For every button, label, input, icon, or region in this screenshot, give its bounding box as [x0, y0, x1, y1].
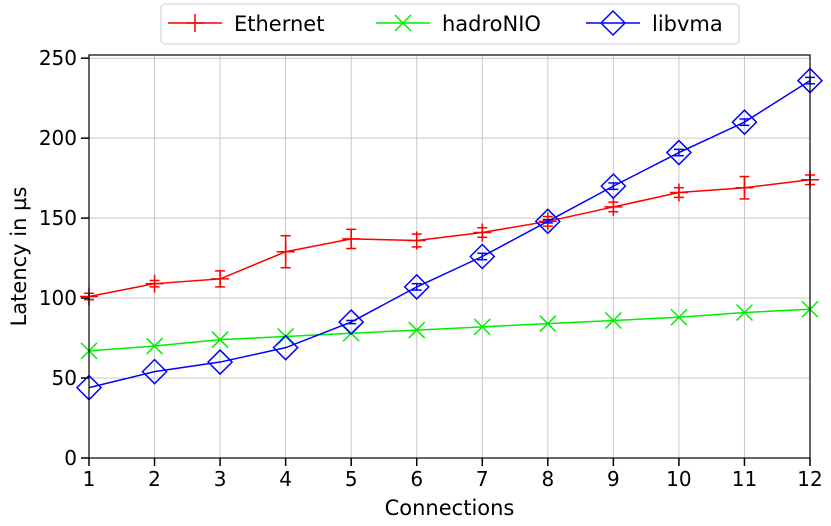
data-point — [735, 303, 753, 322]
series-layer — [75, 67, 824, 401]
legend-marker — [394, 14, 412, 32]
legend-label: hadroNIO — [442, 12, 541, 36]
data-point — [146, 337, 164, 355]
error-bar — [477, 252, 488, 261]
error-bar — [346, 319, 357, 325]
legend-entry-Ethernet: Ethernet — [168, 12, 324, 36]
data-point — [145, 274, 164, 293]
data-point — [469, 243, 496, 270]
legend-frame — [160, 3, 740, 45]
data-point — [407, 231, 426, 250]
y-axis-label: Latency in µs — [7, 187, 31, 327]
data-point — [604, 311, 622, 329]
x-tick-label: 5 — [345, 467, 358, 491]
data-point — [731, 109, 758, 136]
x-axis-label: Connections — [385, 496, 515, 520]
data-point — [600, 173, 627, 200]
series-hadroNIO — [80, 300, 819, 360]
legend-marker — [599, 9, 627, 37]
x-tick-label: 11 — [732, 467, 757, 491]
series-line-hadroNIO — [88, 308, 811, 352]
y-tick-label: 150 — [39, 206, 77, 230]
legend-label: Ethernet — [234, 12, 324, 36]
y-tick-label: 50 — [52, 366, 77, 390]
error-bar — [542, 218, 553, 224]
y-tick-label: 200 — [39, 126, 77, 150]
legend-entry-hadroNIO: hadroNIO — [376, 12, 541, 36]
error-bar — [411, 282, 422, 291]
legend: Ethernet hadroNIO libvma — [160, 3, 740, 45]
series-libvma — [75, 67, 824, 401]
data-point — [276, 242, 295, 261]
y-tick-label: 250 — [39, 46, 77, 70]
x-tick-label: 7 — [476, 467, 489, 491]
data-point — [408, 321, 426, 339]
x-tick-label: 3 — [214, 467, 227, 491]
data-point — [670, 308, 688, 326]
legend-marker — [186, 14, 204, 32]
data-point — [207, 348, 234, 376]
x-tick-label: 12 — [797, 467, 822, 491]
y-tick-label: 100 — [39, 286, 77, 310]
data-point — [211, 331, 229, 349]
x-tick-label: 9 — [607, 467, 620, 491]
data-point — [272, 334, 299, 361]
error-bar — [608, 182, 619, 191]
data-point — [534, 208, 561, 235]
series-Ethernet — [80, 170, 819, 306]
data-point — [141, 358, 168, 385]
x-tick-label: 10 — [666, 467, 691, 491]
grid-lines — [88, 55, 811, 459]
data-point — [669, 183, 688, 202]
y-tick-label: 0 — [64, 446, 77, 470]
data-point — [735, 178, 754, 197]
data-point — [211, 269, 230, 288]
data-point — [473, 223, 492, 242]
error-bar — [739, 118, 750, 127]
data-point — [539, 315, 557, 333]
x-tick-label: 2 — [148, 467, 161, 491]
x-tick-label: 1 — [83, 467, 96, 491]
data-point — [342, 229, 361, 248]
data-point — [473, 318, 491, 336]
data-point — [604, 197, 623, 216]
data-point — [665, 139, 692, 166]
error-bar — [673, 148, 684, 157]
legend-entry-libvma: libvma — [586, 9, 723, 37]
x-tick-label: 8 — [541, 467, 554, 491]
series-line-Ethernet — [88, 178, 811, 298]
legend-label: libvma — [652, 12, 723, 36]
plot-frame — [88, 54, 811, 459]
x-tick-label: 4 — [279, 467, 292, 491]
data-point — [338, 309, 365, 336]
data-point — [403, 273, 430, 300]
x-tick-label: 6 — [410, 467, 423, 491]
